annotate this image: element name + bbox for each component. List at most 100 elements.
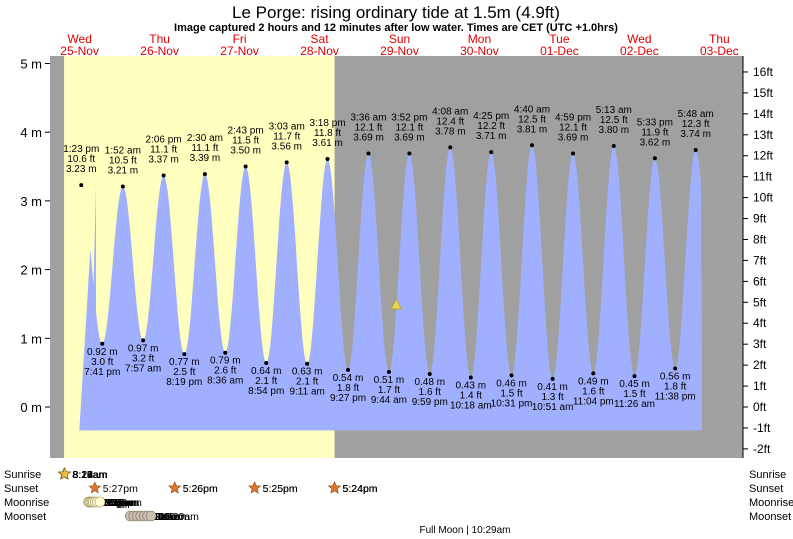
day-date: 30-Nov bbox=[460, 44, 499, 58]
high-tide-point bbox=[161, 173, 166, 178]
low-tide-point bbox=[550, 376, 555, 381]
low-tide-label: 1.6 ft bbox=[582, 386, 604, 397]
y-tick-label-ft: 15ft bbox=[753, 86, 774, 100]
moonrise-time: 4:37pm bbox=[99, 497, 134, 509]
low-tide-label: 1.8 ft bbox=[664, 382, 686, 393]
day-date: 26-Nov bbox=[140, 44, 179, 58]
day-date: 02-Dec bbox=[620, 44, 659, 58]
high-tide-label: 3.78 m bbox=[435, 126, 466, 137]
high-tide-point bbox=[407, 151, 412, 156]
y-tick-label-m: 4 m bbox=[20, 125, 42, 140]
high-tide-label: 12.3 ft bbox=[682, 119, 710, 130]
high-tide-label: 3:03 am bbox=[269, 121, 305, 132]
y-tick-label-ft: 8ft bbox=[753, 232, 767, 246]
high-tide-point bbox=[571, 151, 576, 156]
high-tide-label: 11.1 ft bbox=[191, 143, 218, 154]
low-tide-label: 3.0 ft bbox=[91, 357, 113, 368]
high-tide-label: 3.21 m bbox=[108, 165, 139, 176]
day-name: Tue bbox=[549, 32, 570, 46]
row-label-left-moonset: Moonset bbox=[4, 511, 46, 523]
day-date: 27-Nov bbox=[220, 44, 259, 58]
sunset-icon bbox=[248, 481, 262, 494]
sunset-icon bbox=[328, 481, 341, 494]
low-tide-label: 0.77 m bbox=[169, 357, 200, 368]
current-tide-marker bbox=[390, 298, 402, 310]
low-tide-label: 0.49 m bbox=[578, 376, 609, 387]
high-tide-label: 11.9 ft bbox=[641, 127, 668, 138]
low-tide-point bbox=[427, 372, 432, 377]
low-tide-label: 0.41 m bbox=[537, 382, 568, 393]
moonrise-time: 6:12pm bbox=[104, 497, 139, 509]
sunrise-time: 8:17am bbox=[72, 469, 107, 481]
row-label-right-sunset: Sunset bbox=[749, 483, 783, 495]
sunset-time: 5:24pm bbox=[343, 483, 378, 495]
high-tide-label: 2:06 pm bbox=[146, 134, 182, 145]
sunrise-time: 8:19am bbox=[72, 469, 107, 481]
high-tide-point bbox=[489, 150, 494, 155]
sunset-time: 5:26pm bbox=[183, 483, 218, 495]
low-tide-label: 1.4 ft bbox=[460, 390, 482, 401]
low-tide-label: 0.97 m bbox=[128, 343, 159, 354]
high-tide-point bbox=[325, 156, 330, 161]
high-tide-label: 11.1 ft bbox=[150, 144, 177, 155]
sunrise-time: 8:16am bbox=[72, 469, 107, 481]
low-tide-label: 10:18 am bbox=[450, 400, 492, 411]
low-tide-point bbox=[264, 361, 269, 366]
sunrise-time: 8:24am bbox=[73, 469, 108, 481]
day-name: Thu bbox=[709, 32, 730, 46]
row-label-right-moonrise: Moonrise bbox=[749, 497, 793, 509]
axes: 0 m 1 m 2 m 3 m 4 m 5 m -2ft -1ft 0ft 1ft 2ft 3ft 4f… bbox=[20, 56, 774, 458]
y-tick-label-ft: 6ft bbox=[753, 274, 767, 288]
y-tick-label-ft: 3ft bbox=[753, 337, 767, 351]
high-tide-label: 5:33 pm bbox=[637, 117, 673, 128]
sunrise-time: 8:18am bbox=[72, 469, 107, 481]
low-tide-label: 0.64 m bbox=[251, 366, 282, 377]
low-tide-label: 9:11 am bbox=[289, 387, 324, 398]
low-tide-label: 1.5 ft bbox=[623, 389, 645, 400]
high-tide-label: 3.50 m bbox=[230, 146, 261, 157]
low-tide-point bbox=[632, 374, 637, 379]
low-tide-label: 0.63 m bbox=[292, 367, 323, 378]
high-tide-label: 3.71 m bbox=[476, 131, 507, 142]
low-tide-label: 11:26 am bbox=[614, 399, 655, 410]
low-tide-label: 2.5 ft bbox=[173, 367, 195, 378]
row-label-left-moonrise: Moonrise bbox=[4, 497, 49, 509]
row-label-right-moonset: Moonset bbox=[749, 511, 791, 523]
sunset-icon bbox=[168, 481, 182, 494]
low-tide-label: 0.56 m bbox=[660, 372, 691, 383]
day-name: Sat bbox=[311, 32, 330, 46]
high-tide-label: 4:40 am bbox=[514, 104, 550, 115]
high-tide-label: 3.69 m bbox=[353, 132, 384, 143]
low-tide-label: 3.2 ft bbox=[132, 353, 154, 364]
moonset-time: 8:17am bbox=[151, 511, 186, 523]
y-tick-label-ft: 12ft bbox=[753, 149, 774, 163]
y-tick-label-m: 0 m bbox=[20, 400, 42, 415]
sunset-time: 5:25pm bbox=[263, 483, 298, 495]
high-tide-label: 4:08 am bbox=[432, 106, 468, 117]
y-tick-label-ft: 7ft bbox=[753, 253, 767, 267]
low-tide-label: 1.6 ft bbox=[419, 387, 441, 398]
low-tide-point bbox=[305, 361, 310, 366]
low-tide-label: 11:04 pm bbox=[573, 396, 614, 407]
high-tide-label: 3.69 m bbox=[558, 132, 589, 143]
sunrise-time: 8:23am bbox=[73, 469, 108, 481]
y-tick-label-ft: 5ft bbox=[753, 295, 767, 309]
low-tide-label: 0.46 m bbox=[496, 378, 527, 389]
low-tide-point bbox=[386, 369, 391, 374]
high-tide-label: 11.7 ft bbox=[273, 131, 300, 142]
y-tick-label-ft: 14ft bbox=[753, 107, 774, 121]
sunset-time: 5:27pm bbox=[103, 483, 138, 495]
moonset-icon bbox=[145, 510, 157, 522]
low-tide-label: 1.5 ft bbox=[500, 388, 522, 399]
sunrise-icon bbox=[58, 467, 72, 480]
low-tide-label: 0.48 m bbox=[414, 377, 445, 388]
high-tide-label: 1:23 pm bbox=[63, 144, 99, 155]
low-tide-label: 1.7 ft bbox=[378, 385, 400, 396]
low-tide-label: 11:38 pm bbox=[655, 392, 696, 403]
high-tide-label: 1:52 am bbox=[105, 145, 141, 156]
day-name: Thu bbox=[149, 32, 170, 46]
high-tide-label: 10.6 ft bbox=[67, 154, 95, 165]
high-tide-label: 3.37 m bbox=[148, 154, 179, 165]
high-tide-label: 3:36 am bbox=[350, 112, 386, 123]
